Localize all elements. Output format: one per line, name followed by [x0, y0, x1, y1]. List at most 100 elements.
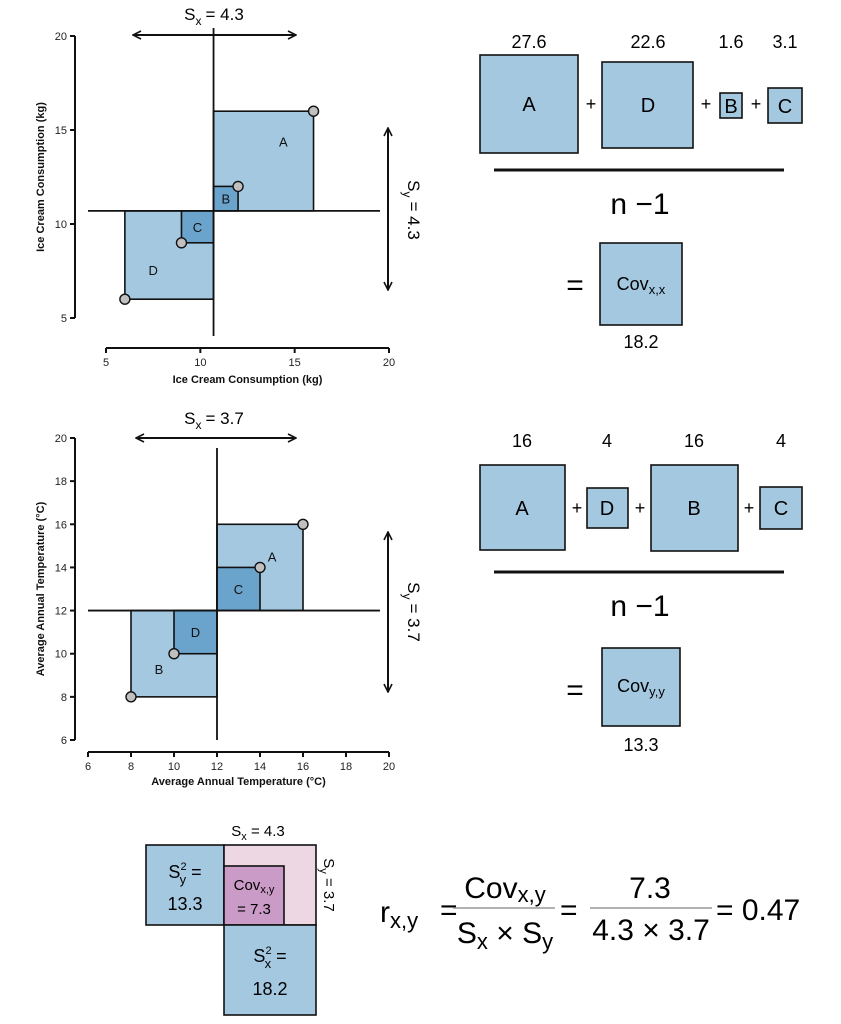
x-tick-label: 10 — [194, 357, 206, 369]
y-tick-label: 12 — [55, 606, 67, 618]
square-label: A — [515, 498, 529, 520]
ice-cream-scatter-chart: 5 10 15 20 5 10 15 20 Ice Cream Consumption (kg)… — [35, 5, 423, 386]
sy-squared-value: 13.3 — [167, 894, 202, 914]
variance-y-equation: A 16 + D 4 + B 16 + C 4 n −1 = Covy,y 13… — [479, 431, 803, 755]
y-tick-label: 20 — [55, 433, 67, 445]
square-label: B — [724, 96, 737, 118]
data-point — [232, 180, 244, 193]
square-d — [601, 61, 694, 149]
square-label: D — [191, 625, 200, 640]
temperature-scatter-chart: 6 8 10 12 14 16 18 20 6 8 10 12 14 16 18 20 Average Annu… — [35, 409, 423, 788]
x-tick-label: 6 — [85, 761, 91, 773]
term-value: 4 — [602, 431, 612, 451]
denominator: n −1 — [610, 590, 669, 623]
sx-label: Sx = 4.3 — [231, 823, 284, 843]
deviation-square-c — [180, 210, 215, 244]
covariance-value: 13.3 — [623, 735, 658, 755]
sy-label: Sy= 3.7 — [400, 582, 423, 642]
square-label: C — [778, 96, 792, 118]
y-tick-label: 5 — [61, 313, 67, 325]
correlation-summary: Sx = 4.3 Sy = 3.7 S2 y = 13.3 Covx,y = 7.… — [145, 823, 800, 1016]
plus-sign: + — [751, 94, 762, 114]
covariance-value: 18.2 — [623, 332, 658, 352]
square-d — [586, 487, 629, 529]
square-label: C — [234, 582, 243, 597]
square-label: D — [641, 95, 655, 117]
term-value: 1.6 — [718, 32, 743, 52]
plus-sign: + — [586, 94, 597, 114]
denominator: n −1 — [610, 188, 669, 221]
y-tick-label: 14 — [55, 562, 67, 574]
plus-sign: + — [701, 94, 712, 114]
square-label: D — [600, 498, 614, 520]
term-value: 3.1 — [772, 32, 797, 52]
covariance-square — [223, 865, 285, 926]
x-tick-label: 20 — [383, 357, 395, 369]
y-tick-label: 16 — [55, 519, 67, 531]
numerator-cov: Covx,y — [464, 872, 545, 907]
x-tick-label: 5 — [103, 357, 109, 369]
data-point — [125, 691, 137, 703]
deviation-square-d — [173, 609, 218, 655]
sx-label: Sx = 4.3 — [184, 5, 244, 28]
y-axis-label: Ice Cream Consumption (kg) — [35, 102, 47, 252]
covariance-label: Covy,y — [617, 676, 665, 699]
x-tick-label: 16 — [297, 761, 309, 773]
sx-squared-label: S2 x = — [253, 945, 286, 971]
x-tick-label: 18 — [340, 761, 352, 773]
r-symbol: rx,y — [380, 896, 418, 933]
sx-label: Sx = 3.7 — [184, 409, 244, 432]
covariance-square — [599, 242, 683, 326]
sx-squared-square — [223, 924, 317, 1016]
x-tick-label: 20 — [383, 761, 395, 773]
sy-squared-label: S2 y = — [168, 861, 201, 887]
square-b — [650, 464, 739, 552]
x-tick-label: 14 — [254, 761, 266, 773]
square-label: A — [268, 550, 277, 565]
y-tick-label: 18 — [55, 476, 67, 488]
denominator-value: 4.3 × 3.7 — [592, 914, 710, 947]
covariance-label: Covx,y — [234, 877, 275, 896]
sy-squared-square — [145, 844, 225, 926]
x-tick-label: 12 — [211, 761, 223, 773]
covariance-label: Covx,x — [617, 274, 666, 297]
x-tick-label: 8 — [128, 761, 134, 773]
x-axis-label: Ice Cream Consumption (kg) — [173, 374, 323, 386]
plus-sign: + — [744, 498, 755, 518]
equals-sign: = — [560, 894, 578, 927]
square-label: B — [687, 498, 700, 520]
square-label: B — [155, 662, 164, 677]
x-tick-label: 10 — [168, 761, 180, 773]
data-point — [254, 561, 266, 574]
square-label: C — [774, 498, 788, 520]
term-value: 22.6 — [630, 32, 665, 52]
square-label: A — [279, 134, 288, 149]
term-value: 4 — [776, 431, 786, 451]
data-point — [307, 105, 320, 117]
term-value: 27.6 — [511, 32, 546, 52]
y-tick-label: 15 — [55, 125, 67, 137]
square-label: C — [193, 220, 202, 235]
equals-sign: = — [566, 269, 584, 302]
y-tick-label: 20 — [55, 31, 67, 43]
square-a — [479, 54, 579, 154]
square-label: D — [148, 263, 157, 278]
square-c — [767, 87, 803, 124]
term-value: 16 — [684, 431, 704, 451]
square-b — [719, 92, 743, 119]
square-label: A — [522, 94, 536, 116]
square-c — [759, 486, 803, 530]
plus-sign: + — [635, 498, 646, 518]
square-a — [479, 464, 566, 551]
covariance-value: = 7.3 — [237, 901, 271, 918]
sy-label: Sy= 4.3 — [400, 180, 423, 240]
x-tick-label: 15 — [289, 357, 301, 369]
y-axis-label: Average Annual Temperature (°C) — [35, 501, 47, 676]
y-tick-label: 6 — [61, 735, 67, 747]
variance-x-equation: A 27.6 + D 22.6 + B 1.6 + C 3.1 n −1 = C… — [479, 32, 803, 352]
data-point — [119, 293, 131, 305]
deviation-square-a — [212, 110, 315, 212]
denominator-sx-sy: Sx × Sy — [457, 917, 553, 954]
data-point — [297, 518, 309, 530]
